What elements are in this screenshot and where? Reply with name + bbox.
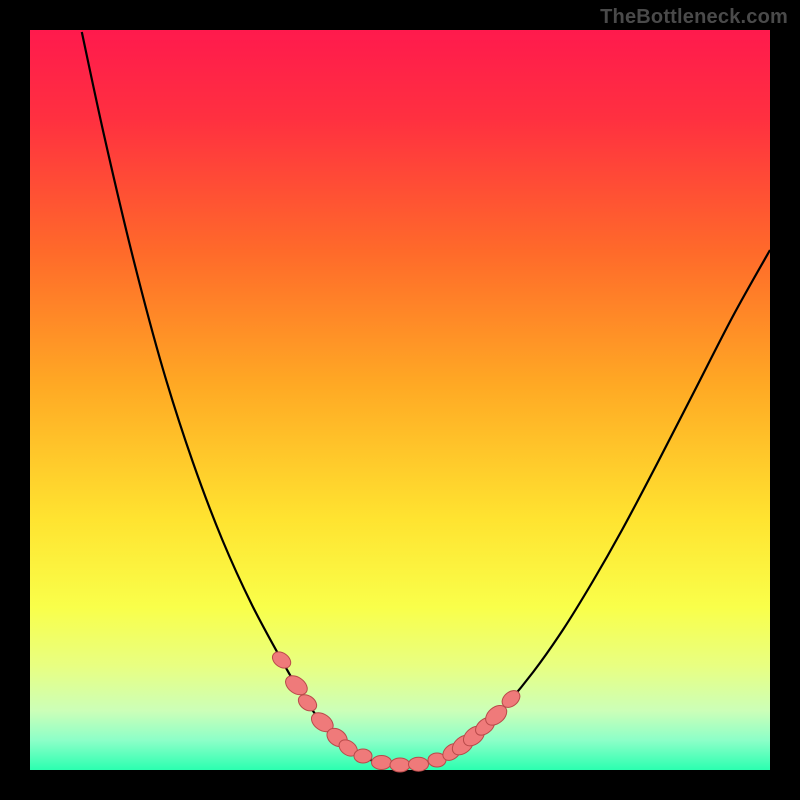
curve-marker <box>354 749 372 763</box>
curve-marker <box>409 757 429 771</box>
watermark-text: TheBottleneck.com <box>600 6 788 29</box>
plot-background <box>30 30 770 770</box>
curve-marker <box>390 758 410 772</box>
curve-marker <box>372 756 392 770</box>
bottleneck-chart <box>0 0 800 800</box>
